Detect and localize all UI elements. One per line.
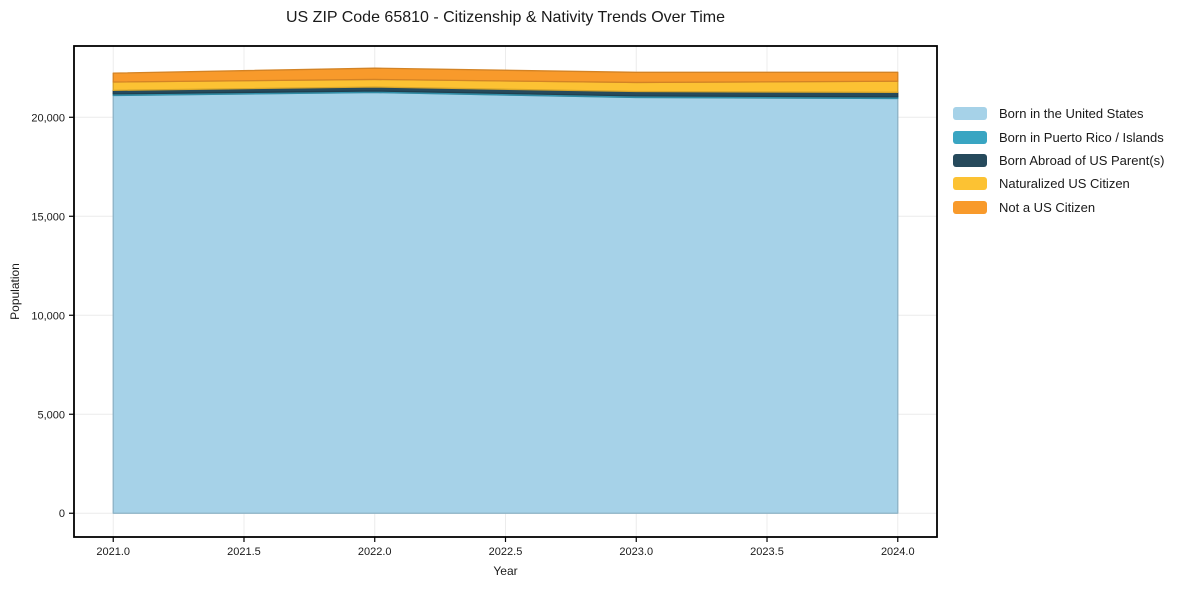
area-not-a-us-citizen bbox=[112, 67, 899, 84]
chart-title: US ZIP Code 65810 - Citizenship & Nativi… bbox=[286, 9, 725, 26]
legend-item: Naturalized US Citizen bbox=[953, 172, 1164, 195]
legend-item: Born in the United States bbox=[953, 102, 1164, 125]
legend-item: Born Abroad of US Parent(s) bbox=[953, 149, 1164, 172]
legend-swatch-icon bbox=[953, 130, 987, 144]
y-axis-label: Population bbox=[8, 263, 22, 320]
legend-swatch-icon bbox=[953, 153, 987, 167]
x-tick-label: 2023.5 bbox=[750, 546, 784, 558]
x-tick-label: 2023.0 bbox=[619, 546, 653, 558]
legend-label: Born in Puerto Rico / Islands bbox=[999, 129, 1164, 145]
legend-label: Born Abroad of US Parent(s) bbox=[999, 152, 1165, 168]
x-axis-label: Year bbox=[493, 564, 517, 578]
legend-label: Born in the United States bbox=[999, 106, 1144, 122]
y-tick-label: 5,000 bbox=[37, 409, 65, 421]
legend-swatch-icon bbox=[953, 107, 987, 121]
area-born-in-the-united-states bbox=[112, 91, 899, 514]
legend-swatch-icon bbox=[953, 177, 987, 191]
x-tick-label: 2022.0 bbox=[358, 546, 392, 558]
legend-item: Born in Puerto Rico / Islands bbox=[953, 125, 1164, 148]
y-tick-label: 20,000 bbox=[31, 112, 65, 124]
legend-swatch-icon bbox=[953, 200, 987, 214]
y-tick-label: 0 bbox=[59, 508, 65, 520]
x-tick-label: 2021.0 bbox=[96, 546, 130, 558]
legend: Born in the United States Born in Puerto … bbox=[953, 102, 1164, 219]
legend-label: Naturalized US Citizen bbox=[999, 176, 1130, 192]
x-tick-label: 2021.5 bbox=[227, 546, 261, 558]
x-tick-label: 2022.5 bbox=[489, 546, 523, 558]
y-tick-label: 15,000 bbox=[31, 211, 65, 223]
y-tick-label: 10,000 bbox=[31, 310, 65, 322]
legend-item: Not a US Citizen bbox=[953, 196, 1164, 219]
x-tick-label: 2024.0 bbox=[881, 546, 915, 558]
legend-label: Not a US Citizen bbox=[999, 199, 1096, 215]
